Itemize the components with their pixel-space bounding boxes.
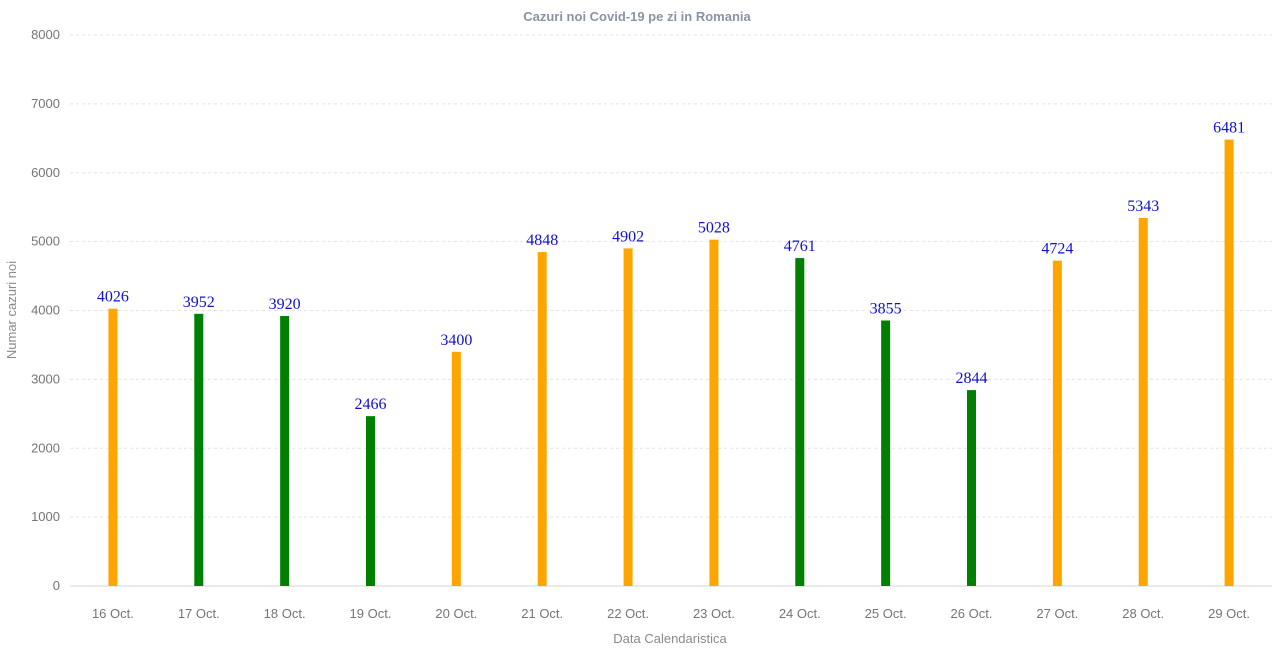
x-tick-label: 25 Oct. bbox=[865, 606, 907, 621]
x-tick-label: 22 Oct. bbox=[607, 606, 649, 621]
data-label: 4848 bbox=[526, 232, 558, 249]
y-tick-label: 6000 bbox=[31, 165, 60, 180]
gridlines bbox=[70, 34, 1272, 518]
data-label: 4724 bbox=[1041, 241, 1073, 258]
x-axis-ticks: 16 Oct. 17 Oct. 18 Oct. 19 Oct. 20 Oct. 21 Oc… bbox=[92, 606, 1250, 621]
y-tick-label: 5000 bbox=[31, 234, 60, 249]
y-tick-label: 7000 bbox=[31, 96, 60, 111]
data-label: 5028 bbox=[698, 220, 730, 237]
y-tick-label: 2000 bbox=[31, 440, 60, 455]
x-axis-title: Data Calendaristica bbox=[613, 631, 727, 646]
y-tick-label: 4000 bbox=[31, 303, 60, 318]
y-tick-label: 8000 bbox=[31, 27, 60, 42]
bar bbox=[709, 239, 719, 586]
bar bbox=[1052, 260, 1062, 586]
data-label: 4026 bbox=[97, 289, 129, 306]
data-label: 2466 bbox=[355, 396, 387, 413]
data-label: 3920 bbox=[269, 296, 301, 313]
y-axis-title: Numar cazuri noi bbox=[4, 261, 19, 359]
bar bbox=[194, 313, 204, 586]
x-tick-label: 28 Oct. bbox=[1122, 606, 1164, 621]
y-tick-label: 1000 bbox=[31, 509, 60, 524]
chart-title: Cazuri noi Covid-19 pe zi in Romania bbox=[523, 9, 751, 24]
bar bbox=[366, 416, 375, 586]
bar bbox=[1224, 139, 1234, 586]
bar bbox=[537, 252, 547, 586]
bar bbox=[881, 320, 891, 586]
data-label: 5343 bbox=[1127, 198, 1159, 215]
data-label: 4761 bbox=[784, 238, 816, 255]
x-tick-label: 27 Oct. bbox=[1036, 606, 1078, 621]
bar bbox=[1138, 218, 1148, 587]
data-label: 2844 bbox=[956, 370, 988, 387]
data-label: 4902 bbox=[612, 228, 644, 245]
bar bbox=[108, 308, 118, 586]
x-tick-label: 20 Oct. bbox=[435, 606, 477, 621]
x-tick-label: 26 Oct. bbox=[951, 606, 993, 621]
x-tick-label: 23 Oct. bbox=[693, 606, 735, 621]
x-tick-label: 29 Oct. bbox=[1208, 606, 1250, 621]
y-tick-label: 0 bbox=[53, 578, 60, 593]
bar bbox=[967, 390, 976, 586]
data-label: 3855 bbox=[870, 300, 902, 317]
bar bbox=[451, 351, 461, 586]
bar bbox=[280, 316, 290, 586]
bar bbox=[623, 248, 633, 586]
data-label: 3952 bbox=[183, 294, 215, 311]
y-axis-ticks: 0 1000 2000 3000 4000 5000 6000 7000 8000 bbox=[31, 27, 60, 593]
x-tick-label: 17 Oct. bbox=[178, 606, 220, 621]
y-tick-label: 3000 bbox=[31, 371, 60, 386]
bar bbox=[795, 258, 805, 586]
x-tick-label: 19 Oct. bbox=[350, 606, 392, 621]
data-label: 3400 bbox=[440, 332, 472, 349]
x-tick-label: 16 Oct. bbox=[92, 606, 134, 621]
x-tick-label: 18 Oct. bbox=[264, 606, 306, 621]
bars bbox=[108, 139, 1234, 587]
data-labels: 4026 3952 3920 2466 3400 4848 4902 5028 4761 3855… bbox=[97, 120, 1245, 414]
x-tick-label: 21 Oct. bbox=[521, 606, 563, 621]
data-label: 6481 bbox=[1213, 120, 1245, 137]
x-tick-label: 24 Oct. bbox=[779, 606, 821, 621]
